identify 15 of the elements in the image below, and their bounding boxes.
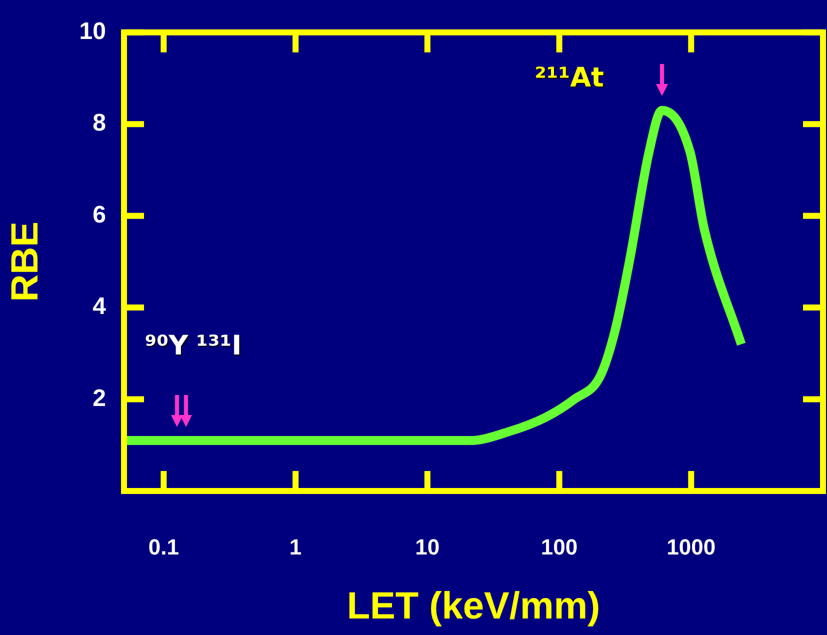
x-tick-label: 0.1	[148, 534, 179, 560]
annotation: ¹³¹I	[196, 330, 242, 362]
annotation: ²¹¹At	[534, 62, 604, 94]
x-tick-label: 1000	[666, 534, 716, 560]
y-axis-title: RBE	[4, 222, 46, 302]
x-tick-label: 10	[415, 534, 440, 560]
x-tick-label: 1	[289, 534, 302, 560]
y-tick-label: 2	[92, 384, 106, 412]
y-tick-label: 10	[79, 18, 106, 46]
annotation: ⁹⁰Y	[144, 330, 189, 362]
x-tick-label: 100	[540, 534, 578, 560]
y-tick-label: 4	[92, 293, 107, 320]
x-axis-title: LET (keV/mm)	[346, 586, 600, 628]
y-tick-label: 6	[92, 201, 106, 228]
y-tick-label: 8	[92, 110, 106, 137]
